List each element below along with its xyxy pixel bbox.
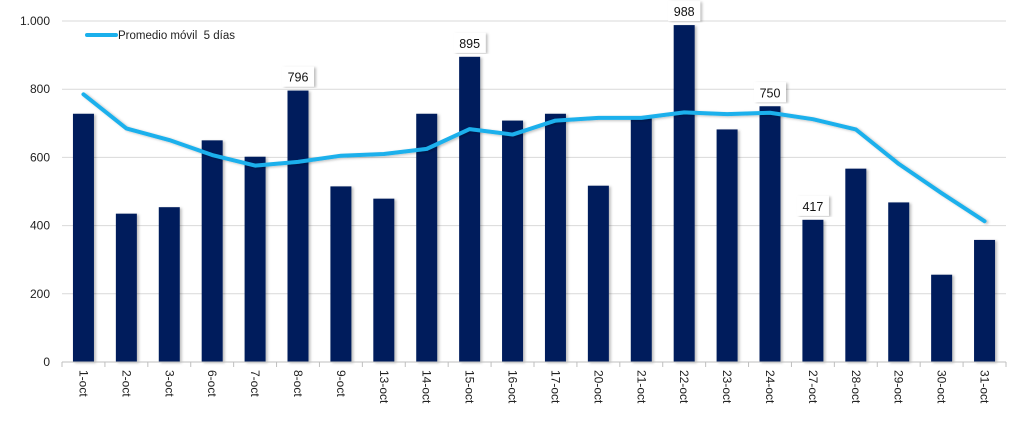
x-tick-label: 31-oct [978,370,992,404]
bar-8-oct [288,91,309,362]
data-label: 796 [288,71,309,85]
bar-16-oct [502,121,523,362]
x-tick-label: 14-oct [420,370,434,404]
bar-17-oct [545,114,566,362]
x-tick-label: 15-oct [463,370,477,404]
y-tick-label: 0 [43,355,50,369]
bar-6-oct [202,140,223,362]
legend: Promedio móvil 5 días [87,30,235,42]
bar-30-oct [931,275,952,362]
data-label: 988 [674,5,695,19]
bar-13-oct [373,199,394,362]
x-tick-label: 1-oct [76,370,90,397]
bar-28-oct [845,169,866,362]
bar-7-oct [245,157,266,362]
legend-label: Promedio móvil 5 días [118,30,235,42]
x-tick-label: 7-oct [248,370,262,397]
bar-1-oct [73,114,94,362]
bar-21-oct [631,118,652,362]
x-tick-label: 30-oct [935,370,949,404]
x-tick-label: 24-oct [763,370,777,404]
x-tick-label: 2-oct [119,370,133,397]
y-tick-label: 800 [30,82,50,96]
bar-15-oct [459,57,480,362]
x-tick-label: 27-oct [806,370,820,404]
x-tick-label: 23-oct [720,370,734,404]
x-tick-label: 9-oct [334,370,348,397]
y-tick-label: 1.000 [20,14,50,28]
bar-23-oct [717,129,738,362]
x-axis: 1-oct 2-oct 3-oct 6-oct 7-oct 8-oct 9-oct 13-oc… [62,362,1006,404]
bar-series [73,25,995,362]
bar-3-oct [159,207,180,362]
y-tick-label: 600 [30,150,50,164]
bar-29-oct [888,202,909,362]
y-tick-label: 400 [30,219,50,233]
y-axis: 0 200 400 600 800 1.000 [20,14,50,369]
data-label: 895 [459,37,480,51]
data-label: 750 [760,86,781,100]
bar-22-oct [674,25,695,362]
x-tick-label: 29-oct [892,370,906,404]
x-tick-label: 8-oct [291,370,305,397]
bar-27-oct [802,220,823,362]
bar-2-oct [116,214,137,362]
x-tick-label: 6-oct [205,370,219,397]
bar-31-oct [974,240,995,362]
x-tick-label: 16-oct [506,370,520,404]
x-tick-label: 22-oct [677,370,691,404]
y-tick-label: 200 [30,287,50,301]
x-tick-label: 21-oct [634,370,648,404]
bar-20-oct [588,186,609,362]
x-tick-label: 13-oct [377,370,391,404]
data-label: 417 [802,200,823,214]
x-tick-label: 20-oct [591,370,605,404]
x-tick-label: 3-oct [162,370,176,397]
x-tick-label: 17-oct [548,370,562,404]
x-tick-label: 28-oct [849,370,863,404]
bar-9-oct [330,186,351,362]
bar-24-oct [760,106,781,362]
